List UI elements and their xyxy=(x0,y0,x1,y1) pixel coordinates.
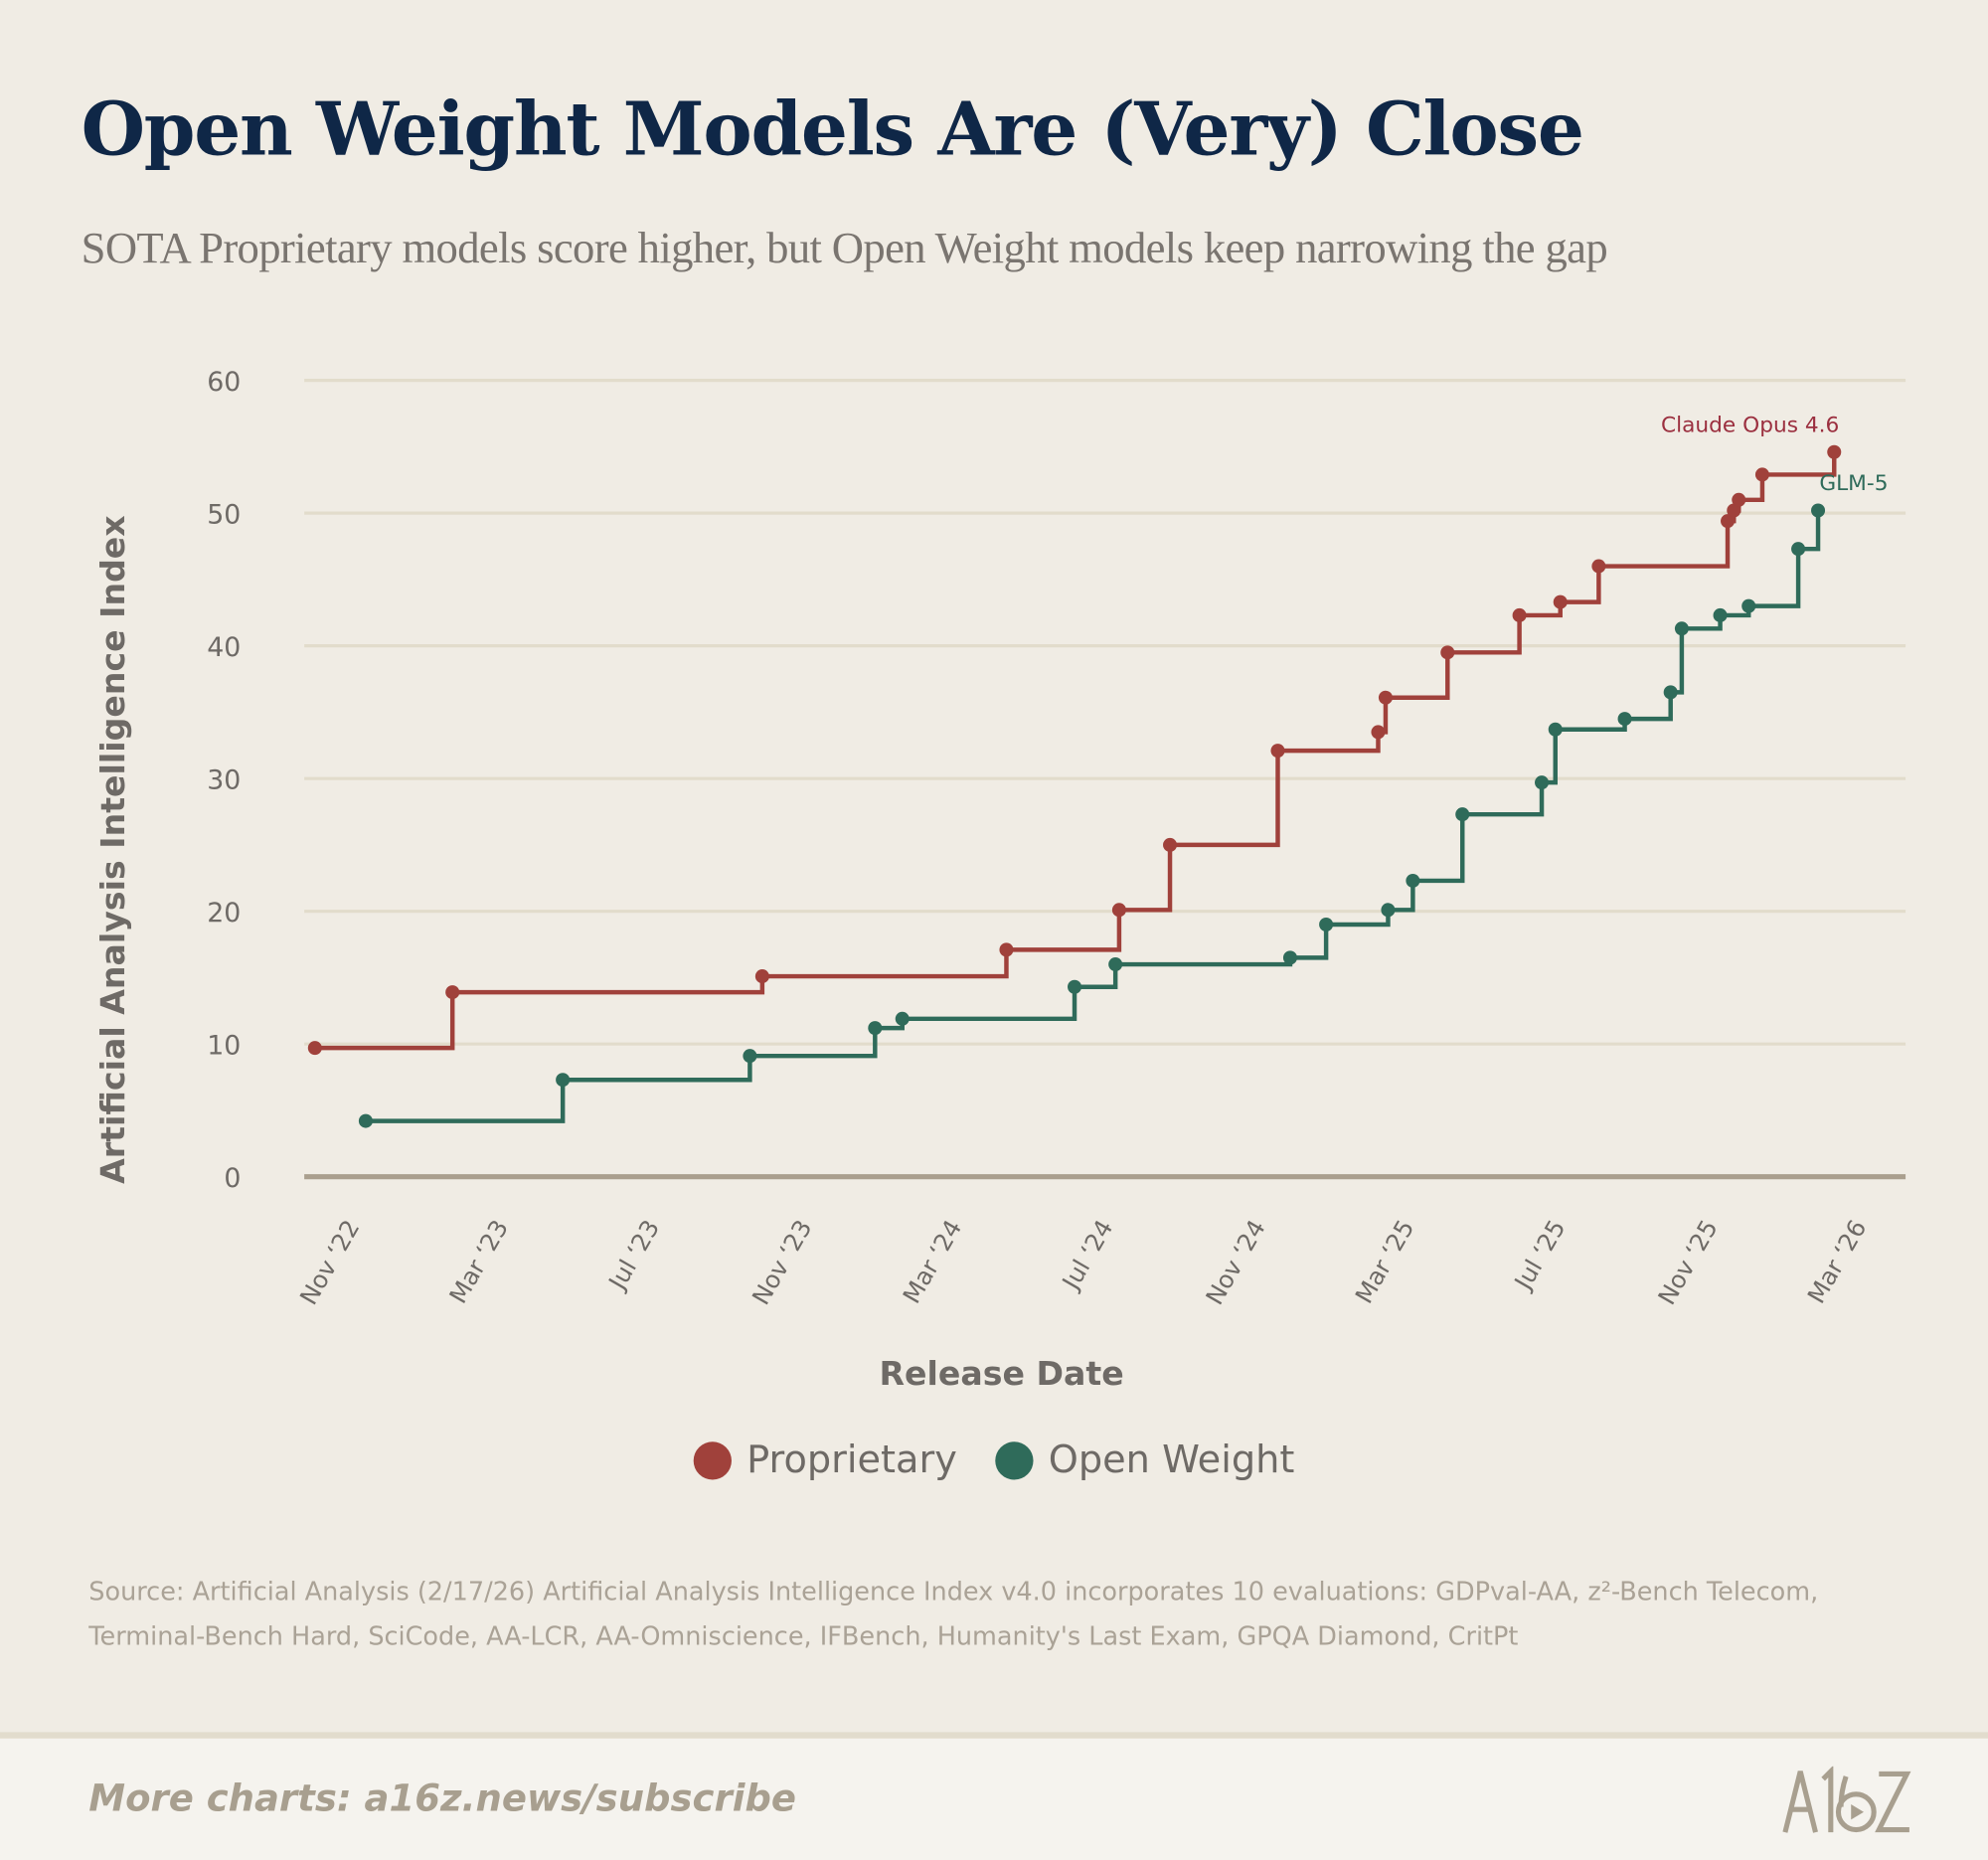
data-point xyxy=(1068,979,1082,994)
series-line-proprietary xyxy=(314,451,1837,1051)
source-note: Source: Artificial Analysis (2/17/26) Ar… xyxy=(88,1576,1819,1651)
data-point xyxy=(754,969,769,984)
x-tick-label: Mar ‘25 xyxy=(1350,1215,1419,1308)
legend-label: Open Weight xyxy=(1048,1437,1295,1483)
annotation-glm-5: GLM-5 xyxy=(1819,471,1888,496)
y-tick-label: 50 xyxy=(207,499,241,530)
y-tick-label: 60 xyxy=(207,367,241,398)
data-point xyxy=(1741,598,1756,613)
x-tick-label: Nov ‘22 xyxy=(294,1215,365,1309)
x-tick-label: Jul ‘25 xyxy=(1509,1215,1572,1295)
data-point xyxy=(1319,917,1334,932)
data-point xyxy=(1378,690,1393,705)
data-point xyxy=(1440,645,1455,660)
data-point xyxy=(868,1021,883,1036)
x-tick-label: Nov ‘24 xyxy=(1201,1215,1271,1309)
data-point xyxy=(1455,807,1470,822)
data-point xyxy=(1791,542,1806,557)
data-point xyxy=(445,985,460,1000)
data-point xyxy=(1721,514,1736,529)
page-title: Open Weight Models Are (Very) Close xyxy=(81,85,1584,173)
data-point xyxy=(307,1041,322,1056)
data-point xyxy=(999,942,1014,957)
data-point xyxy=(1282,950,1297,965)
data-point xyxy=(1406,873,1420,888)
open-weight-swatch-icon xyxy=(995,1440,1034,1479)
x-tick-label: Mar ‘26 xyxy=(1802,1215,1872,1308)
y-tick-label: 30 xyxy=(207,764,241,795)
data-point xyxy=(1535,775,1550,790)
legend-label: Proprietary xyxy=(746,1437,957,1483)
data-point xyxy=(1811,503,1826,518)
annotation-claude-opus-4-6: Claude Opus 4.6 xyxy=(1661,413,1839,437)
data-point xyxy=(1732,492,1746,507)
y-tick-label: 0 xyxy=(224,1163,241,1194)
data-point xyxy=(1617,712,1632,727)
x-tick-label: Nov ‘23 xyxy=(746,1215,817,1309)
step-line-chart: 0 10 20 30 40 50 60 Nov ‘22 Mar ‘23 Jul ‘23 Nov ‘2… xyxy=(93,367,1906,1393)
data-point xyxy=(1108,957,1123,972)
y-tick-label: 10 xyxy=(207,1030,241,1061)
legend-item-proprietary[interactable]: Proprietary xyxy=(693,1437,957,1483)
x-tick-label: Jul ‘24 xyxy=(1056,1215,1118,1295)
data-point xyxy=(1727,503,1741,518)
data-point xyxy=(1270,744,1285,759)
y-axis-label: Artificial Analysis Intelligence Index xyxy=(93,515,132,1184)
legend: Proprietary Open Weight xyxy=(0,1437,1988,1482)
data-point xyxy=(1663,685,1678,700)
x-tick-label: Mar ‘24 xyxy=(898,1215,967,1308)
x-axis-label: Release Date xyxy=(880,1354,1124,1393)
data-point xyxy=(1754,467,1769,482)
data-point xyxy=(1163,837,1178,852)
data-point xyxy=(743,1049,757,1064)
x-tick-label: Nov ‘25 xyxy=(1653,1215,1724,1309)
data-point xyxy=(1381,903,1396,918)
subscribe-link[interactable]: More charts: a16z.news/subscribe xyxy=(88,1775,796,1820)
legend-item-open-weight[interactable]: Open Weight xyxy=(995,1437,1294,1482)
data-point xyxy=(1591,559,1606,574)
data-point xyxy=(1111,903,1126,918)
data-point xyxy=(1512,607,1527,622)
data-point xyxy=(1827,444,1842,459)
x-tick-label: Mar ‘23 xyxy=(444,1215,514,1308)
footer: More charts: a16z.news/subscribe xyxy=(0,1732,1988,1860)
page-subtitle: SOTA Proprietary models score higher, bu… xyxy=(81,223,1608,273)
a16z-logo xyxy=(1782,1766,1911,1833)
data-point xyxy=(1371,725,1386,740)
data-point xyxy=(556,1073,571,1088)
data-point xyxy=(895,1011,910,1026)
data-point xyxy=(1713,607,1728,622)
data-point xyxy=(1553,594,1568,609)
y-tick-label: 40 xyxy=(207,632,241,663)
x-tick-label: Jul ‘23 xyxy=(602,1215,665,1295)
data-point xyxy=(358,1113,373,1128)
proprietary-swatch-icon xyxy=(693,1440,732,1479)
data-point xyxy=(1674,621,1689,636)
y-tick-label: 20 xyxy=(207,898,241,929)
data-point xyxy=(1548,722,1563,737)
